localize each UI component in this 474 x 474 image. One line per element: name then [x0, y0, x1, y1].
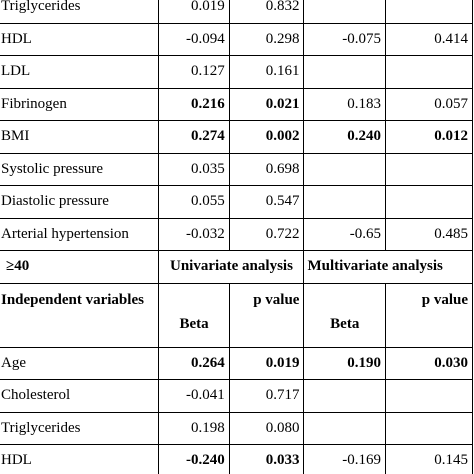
multi-p-value-cell: 0.414 — [385, 22, 473, 56]
variable-label: Diastolic pressure — [0, 185, 160, 219]
variable-label: LDL — [0, 55, 160, 89]
table-row: Diastolic pressure 0.055 0.547 — [0, 185, 473, 219]
variable-label: HDL — [0, 22, 160, 56]
p-value-cell: 0.161 — [228, 55, 305, 89]
beta-cell: 0.019 — [158, 0, 230, 24]
multi-p-value-cell: 0.030 — [385, 346, 473, 380]
multi-beta-cell: -0.075 — [303, 22, 387, 56]
age-group-label: ≥40 — [0, 250, 160, 284]
variable-label: Arterial hypertension — [0, 217, 160, 251]
multi-p-value-cell — [385, 152, 473, 186]
table-row: Fibrinogen 0.216 0.021 0.183 0.057 — [0, 87, 473, 121]
table-row: Triglycerides 0.019 0.832 — [0, 0, 473, 24]
sub-header-row: Independent variables Beta p value Beta … — [0, 282, 473, 348]
table-row: Cholesterol -0.041 0.717 — [0, 379, 473, 413]
variable-label: Systolic pressure — [0, 152, 160, 186]
beta-header: Beta — [158, 282, 230, 348]
multi-beta-cell — [303, 152, 387, 186]
multi-beta-cell — [303, 0, 387, 24]
multi-beta-cell — [303, 411, 387, 445]
multi-p-value-cell — [385, 0, 473, 24]
p-value-label: p value — [253, 291, 300, 308]
multi-p-value-cell — [385, 55, 473, 89]
multi-p-value-cell: 0.485 — [385, 217, 473, 251]
multi-beta-label: Beta — [330, 315, 360, 332]
multi-p-value-cell: 0.145 — [385, 444, 473, 474]
p-value-cell: 0.298 — [228, 22, 305, 56]
variable-label: Fibrinogen — [0, 87, 160, 121]
univariate-header: Univariate analysis — [158, 250, 305, 284]
table-row: Age 0.264 0.019 0.190 0.030 — [0, 346, 473, 380]
multi-p-value-header: p value — [385, 282, 473, 348]
beta-cell: 0.274 — [158, 120, 230, 154]
multi-beta-cell: 0.240 — [303, 120, 387, 154]
variable-label: Cholesterol — [0, 379, 160, 413]
p-value-cell: 0.019 — [228, 346, 305, 380]
beta-cell: 0.127 — [158, 55, 230, 89]
table-row: LDL 0.127 0.161 — [0, 55, 473, 89]
multi-p-value-cell: 0.057 — [385, 87, 473, 121]
beta-cell: 0.216 — [158, 87, 230, 121]
beta-cell: 0.198 — [158, 411, 230, 445]
multi-beta-cell: 0.190 — [303, 346, 387, 380]
beta-cell: 0.264 — [158, 346, 230, 380]
table-row: Arterial hypertension -0.032 0.722 -0.65… — [0, 217, 473, 251]
beta-label: Beta — [179, 315, 209, 332]
table-row: HDL -0.240 0.033 -0.169 0.145 — [0, 444, 473, 474]
p-value-cell: 0.698 — [228, 152, 305, 186]
p-value-cell: 0.717 — [228, 379, 305, 413]
p-value-cell: 0.021 — [228, 87, 305, 121]
multi-beta-header: Beta — [303, 282, 387, 348]
table-row: BMI 0.274 0.002 0.240 0.012 — [0, 120, 473, 154]
multi-beta-cell — [303, 379, 387, 413]
multivariate-header: Multivariate analysis — [303, 250, 473, 284]
multi-p-value-label: p value — [421, 291, 468, 308]
p-value-cell: 0.080 — [228, 411, 305, 445]
group-header-row: ≥40 Univariate analysis Multivariate ana… — [0, 250, 473, 284]
multi-p-value-cell — [385, 411, 473, 445]
variable-label: Triglycerides — [0, 0, 160, 24]
multi-beta-cell: 0.183 — [303, 87, 387, 121]
multi-beta-cell — [303, 55, 387, 89]
p-value-cell: 0.832 — [228, 0, 305, 24]
p-value-cell: 0.002 — [228, 120, 305, 154]
variable-label: BMI — [0, 120, 160, 154]
p-value-header: p value — [228, 282, 305, 348]
variable-label: HDL — [0, 444, 160, 474]
beta-cell: 0.035 — [158, 152, 230, 186]
multi-beta-cell: -0.169 — [303, 444, 387, 474]
independent-variables-label: Independent variables — [1, 291, 144, 308]
beta-cell: -0.094 — [158, 22, 230, 56]
p-value-cell: 0.547 — [228, 185, 305, 219]
independent-variables-header: Independent variables — [0, 282, 160, 348]
multi-p-value-cell — [385, 185, 473, 219]
variable-label: Age — [0, 346, 160, 380]
table-row: Systolic pressure 0.035 0.698 — [0, 152, 473, 186]
multi-p-value-cell: 0.012 — [385, 120, 473, 154]
table-row: HDL -0.094 0.298 -0.075 0.414 — [0, 22, 473, 56]
beta-cell: 0.055 — [158, 185, 230, 219]
beta-cell: -0.032 — [158, 217, 230, 251]
p-value-cell: 0.033 — [228, 444, 305, 474]
table-row: Triglycerides 0.198 0.080 — [0, 411, 473, 445]
beta-cell: -0.041 — [158, 379, 230, 413]
variable-label: Triglycerides — [0, 411, 160, 445]
beta-cell: -0.240 — [158, 444, 230, 474]
multi-p-value-cell — [385, 379, 473, 413]
p-value-cell: 0.722 — [228, 217, 305, 251]
multi-beta-cell: -0.65 — [303, 217, 387, 251]
multi-beta-cell — [303, 185, 387, 219]
